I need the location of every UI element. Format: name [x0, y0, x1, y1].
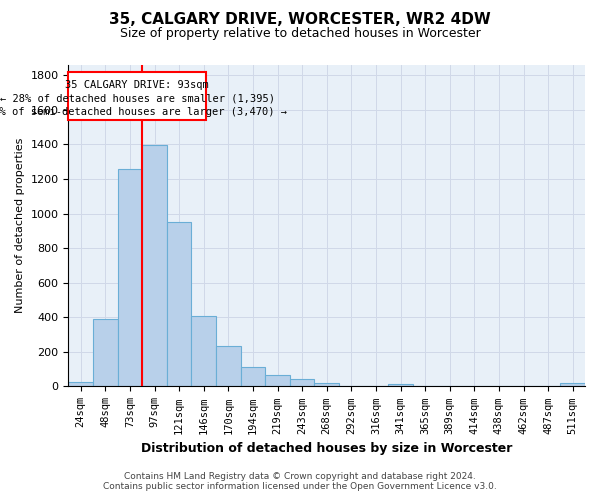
Text: 71% of semi-detached houses are larger (3,470) →: 71% of semi-detached houses are larger (…: [0, 107, 287, 117]
Bar: [167, 222, 191, 386]
Text: 35 CALGARY DRIVE: 93sqm: 35 CALGARY DRIVE: 93sqm: [65, 80, 209, 90]
Bar: [118, 168, 142, 386]
Bar: [388, 384, 413, 386]
Text: Contains HM Land Registry data © Crown copyright and database right 2024.
Contai: Contains HM Land Registry data © Crown c…: [103, 472, 497, 491]
X-axis label: Distribution of detached houses by size in Worcester: Distribution of detached houses by size …: [141, 442, 512, 455]
Text: 35, CALGARY DRIVE, WORCESTER, WR2 4DW: 35, CALGARY DRIVE, WORCESTER, WR2 4DW: [109, 12, 491, 28]
Bar: [93, 319, 118, 386]
Bar: [191, 316, 216, 386]
Bar: [241, 366, 265, 386]
Bar: [560, 383, 585, 386]
Text: ← 28% of detached houses are smaller (1,395): ← 28% of detached houses are smaller (1,…: [0, 94, 275, 104]
Bar: [142, 146, 167, 386]
Text: Size of property relative to detached houses in Worcester: Size of property relative to detached ho…: [119, 28, 481, 40]
Bar: [68, 382, 93, 386]
Bar: [290, 378, 314, 386]
Bar: [314, 383, 339, 386]
Bar: [265, 375, 290, 386]
Bar: [216, 346, 241, 387]
FancyBboxPatch shape: [68, 72, 206, 120]
Y-axis label: Number of detached properties: Number of detached properties: [15, 138, 25, 314]
